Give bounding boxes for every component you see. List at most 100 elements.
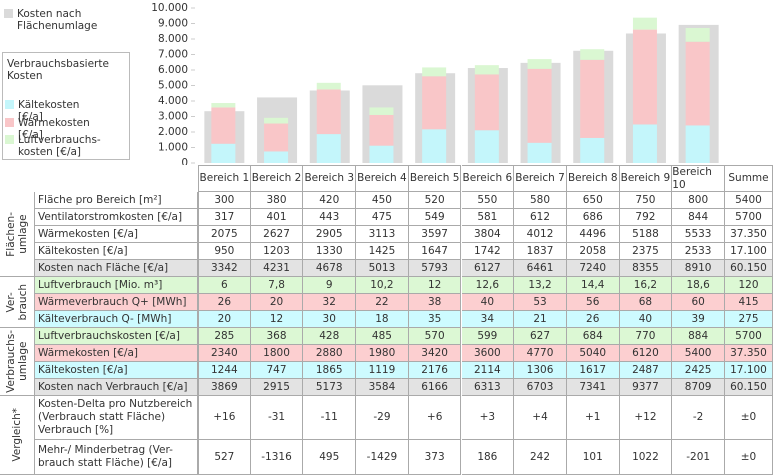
table-cell: 7,8	[250, 277, 304, 294]
stacked-bar	[632, 124, 657, 163]
stacked-bar	[264, 151, 289, 163]
legend-swatch	[5, 135, 14, 144]
table-cell: 6120	[619, 345, 673, 362]
y-tick-label: 0	[181, 157, 188, 165]
table-cell: ±0	[725, 396, 773, 440]
table-cell: 1203	[250, 243, 304, 260]
table-cell: 4678	[303, 260, 357, 277]
table-cell: 53	[514, 294, 567, 311]
group-label: Vergleich*	[11, 408, 23, 462]
table-cell: 68	[619, 294, 673, 311]
table-cell: 1022	[619, 440, 673, 475]
table-cell: 580	[514, 192, 567, 209]
column-header: Bereich 6	[461, 165, 515, 192]
table-cell: 300	[198, 192, 251, 209]
group-cell: Flächen- umlage	[0, 192, 35, 277]
table-cell: 2425	[672, 362, 725, 379]
table-cell: 450	[356, 192, 409, 209]
table-cell: 3597	[408, 226, 462, 243]
table-cell: -11	[303, 396, 357, 440]
table-cell: 650	[566, 192, 620, 209]
table-cell: 401	[250, 209, 304, 226]
row-label: Mehr-/ Minderbetrag (Ver- brauch statt F…	[35, 440, 198, 475]
table-cell: 5533	[672, 226, 725, 243]
table-cell: 1425	[356, 243, 409, 260]
table-cell: 120	[725, 277, 773, 294]
column-header: Summe	[725, 165, 773, 192]
table-cell: 2075	[198, 226, 251, 243]
stacked-bar	[369, 114, 394, 146]
table-cell: 5400	[725, 192, 773, 209]
table-cell: 26	[198, 294, 251, 311]
table-cell: 428	[303, 328, 357, 345]
table-cell: 1330	[303, 243, 357, 260]
row-label: Kosten-Delta pro Nutzbereich (Verbrauch …	[35, 396, 198, 440]
stacked-bar	[527, 68, 552, 143]
table-cell: 581	[461, 209, 515, 226]
table-cell: -201	[672, 440, 725, 475]
table-cell: 60	[672, 294, 725, 311]
table-cell: 17.100	[725, 362, 773, 379]
table-cell: 10,2	[356, 277, 409, 294]
table-cell: 2114	[461, 362, 515, 379]
legend-item: Kosten nach Flächenumlage	[4, 8, 98, 32]
column-header: Bereich 2	[250, 165, 304, 192]
table-cell: 5400	[672, 345, 725, 362]
stacked-bar	[264, 123, 289, 152]
table-cell: +12	[619, 396, 673, 440]
table-cell: 2340	[198, 345, 251, 362]
row-label: Kälteverbrauch Q- [MWh]	[35, 311, 198, 328]
row-label: Luftverbrauch [Mio. m³]	[35, 277, 198, 294]
table-cell: 9377	[619, 379, 673, 396]
stacked-bar	[211, 107, 236, 144]
y-tick-label: 10.000	[151, 2, 188, 14]
table-cell: 527	[198, 440, 251, 475]
table-cell: 747	[250, 362, 304, 379]
table-cell: -2	[672, 396, 725, 440]
table-cell: 380	[250, 192, 304, 209]
legend-label: Kosten nach Flächenumlage	[17, 8, 98, 32]
stacked-bar	[422, 67, 447, 77]
table-cell: 26	[566, 311, 620, 328]
table-cell: ±0	[725, 440, 773, 475]
table-cell: 5173	[303, 379, 357, 396]
table-cell: 5040	[566, 345, 620, 362]
table-cell: 3600	[461, 345, 515, 362]
column-header: Bereich 9	[619, 165, 673, 192]
table-cell: 520	[408, 192, 462, 209]
stacked-bar	[527, 59, 552, 69]
y-tick-label: 4.000	[158, 95, 188, 107]
table-cell: 550	[461, 192, 515, 209]
table-cell: 750	[619, 192, 673, 209]
table-cell: 101	[566, 440, 620, 475]
table-cell: 5700	[725, 209, 773, 226]
table-cell: 9	[303, 277, 357, 294]
table-cell: 5013	[356, 260, 409, 277]
table-cell: +16	[198, 396, 251, 440]
legend-title: Verbrauchsbasierte Kosten	[7, 58, 109, 82]
stacked-bar	[211, 143, 236, 163]
row-label: Wärmeverbrauch Q+ [MWh]	[35, 294, 198, 311]
stacked-bar	[685, 41, 710, 126]
legend-label: Wärmekosten [€/a]	[18, 117, 90, 141]
table-cell: 186	[461, 440, 515, 475]
stacked-bar	[369, 145, 394, 163]
table-cell: 2487	[619, 362, 673, 379]
table-cell: 38	[408, 294, 462, 311]
table-cell: 792	[619, 209, 673, 226]
table-cell: 884	[672, 328, 725, 345]
table-cell: 800	[672, 192, 725, 209]
table-cell: 415	[725, 294, 773, 311]
table-cell: 3420	[408, 345, 462, 362]
table-cell: 16,2	[619, 277, 673, 294]
stacked-bar	[474, 130, 499, 163]
table-cell: 844	[672, 209, 725, 226]
column-header: Bereich 8	[566, 165, 620, 192]
legend-item: Kältekosten [€/a]	[5, 99, 105, 123]
table-cell: 485	[356, 328, 409, 345]
column-header: Bereich 1	[198, 165, 251, 192]
table-cell: 18,6	[672, 277, 725, 294]
table-cell: 1865	[303, 362, 357, 379]
stacked-bar	[264, 117, 289, 124]
